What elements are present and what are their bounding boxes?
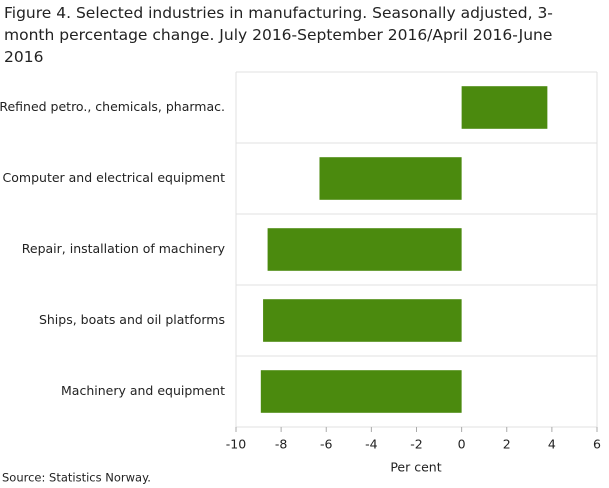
y-tick-label: Ships, boats and oil platforms [39, 312, 225, 327]
y-tick-label: Machinery and equipment [61, 383, 225, 398]
x-tick-label: 0 [458, 437, 466, 452]
x-tick-label: 6 [593, 437, 601, 452]
x-tick-label: -2 [410, 437, 422, 452]
x-tick-label: -8 [275, 437, 288, 452]
x-tick-label: -6 [320, 437, 333, 452]
chart-title: Figure 4. Selected industries in manufac… [4, 4, 553, 66]
bar [461, 86, 548, 129]
bar [267, 228, 462, 271]
x-tick-label: 2 [503, 437, 511, 452]
y-tick-label: Computer and electrical equipment [3, 170, 226, 185]
y-tick-label: Repair, installation of machinery [22, 241, 226, 256]
x-axis-label: Per cent [390, 460, 441, 475]
x-tick-label: -10 [226, 437, 246, 452]
bar [260, 370, 462, 413]
source: Source: Statistics Norway. [2, 471, 151, 485]
bar [263, 299, 462, 342]
y-tick-label: Refined petro., chemicals, pharmac. [0, 99, 225, 114]
bar [319, 157, 462, 200]
x-tick-label: -4 [365, 437, 378, 452]
x-tick-label: 4 [548, 437, 556, 452]
